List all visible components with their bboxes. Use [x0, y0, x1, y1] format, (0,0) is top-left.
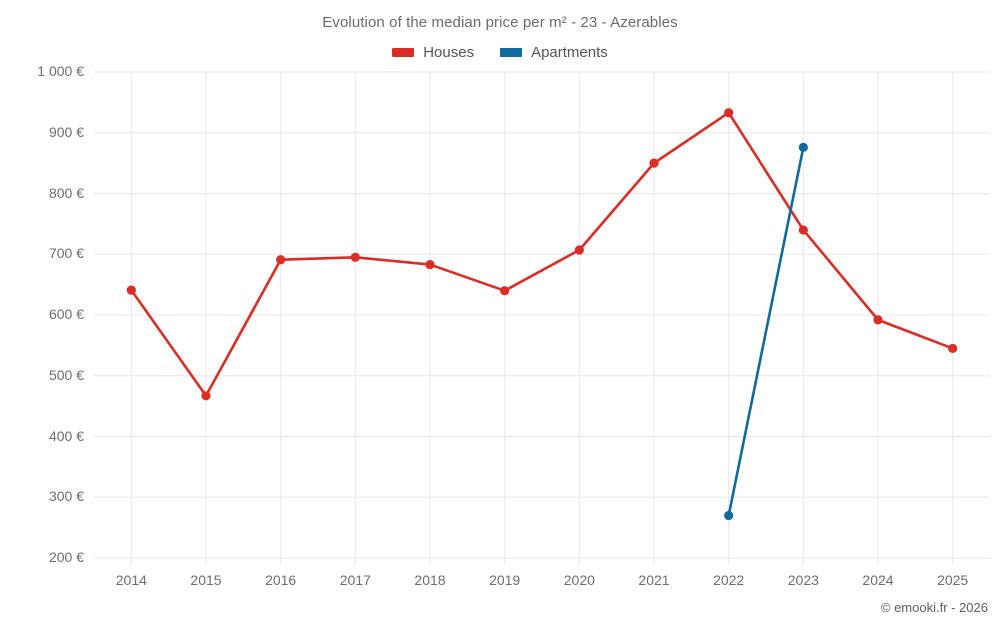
data-point-apartments[interactable]	[798, 142, 808, 152]
legend-label-houses: Houses	[423, 44, 475, 61]
x-tick-label: 2014	[115, 572, 147, 588]
legend-item-houses[interactable]: Houses	[392, 44, 474, 61]
x-tick-label: 2020	[563, 572, 595, 588]
data-point-houses[interactable]	[500, 286, 510, 296]
legend-swatch-houses	[392, 48, 415, 57]
x-tick-label: 2023	[787, 572, 819, 588]
data-point-houses[interactable]	[126, 285, 136, 295]
y-tick-label: 600 €	[48, 306, 84, 322]
data-point-houses[interactable]	[276, 255, 286, 265]
y-tick-label: 900 €	[48, 123, 84, 140]
data-point-houses[interactable]	[649, 158, 659, 168]
y-tick-label: 200 €	[48, 549, 84, 565]
x-tick-label: 2021	[638, 572, 670, 588]
series-line-houses	[130, 111, 954, 398]
x-tick-label: 2025	[937, 572, 969, 588]
data-point-houses[interactable]	[350, 252, 360, 262]
y-tick-label: 700 €	[48, 245, 84, 262]
x-tick-label: 2022	[713, 572, 745, 588]
y-tick-label: 300 €	[48, 488, 84, 505]
data-point-houses[interactable]	[724, 108, 734, 118]
y-tick-label: 400 €	[48, 427, 84, 444]
y-tick-label: 800 €	[48, 184, 84, 201]
y-tick-label: 1 000 €	[37, 63, 84, 79]
series-line-apartments	[727, 146, 805, 517]
x-tick-label: 2024	[862, 572, 894, 588]
data-point-houses[interactable]	[425, 259, 435, 270]
data-point-apartments[interactable]	[724, 510, 734, 521]
x-tick-label: 2018	[414, 572, 446, 588]
legend-label-apartments: Apartments	[531, 44, 608, 61]
chart-legend: Houses Apartments	[0, 44, 1000, 61]
chart-title: Evolution of the median price per m² - 2…	[322, 14, 678, 31]
data-point-houses[interactable]	[798, 225, 808, 235]
x-tick-label: 2017	[339, 572, 371, 588]
y-tick-label: 500 €	[48, 366, 84, 383]
x-tick-label: 2015	[190, 572, 222, 588]
legend-swatch-apartments	[500, 48, 523, 57]
legend-item-apartments[interactable]: Apartments	[500, 44, 608, 61]
x-tick-label: 2019	[489, 572, 521, 588]
data-point-houses[interactable]	[201, 391, 211, 401]
data-point-houses[interactable]	[574, 245, 584, 255]
data-point-houses[interactable]	[948, 343, 958, 354]
x-tick-label: 2016	[265, 572, 297, 588]
credit-text: © emooki.fr - 2026	[880, 600, 988, 615]
data-point-houses[interactable]	[873, 315, 883, 325]
